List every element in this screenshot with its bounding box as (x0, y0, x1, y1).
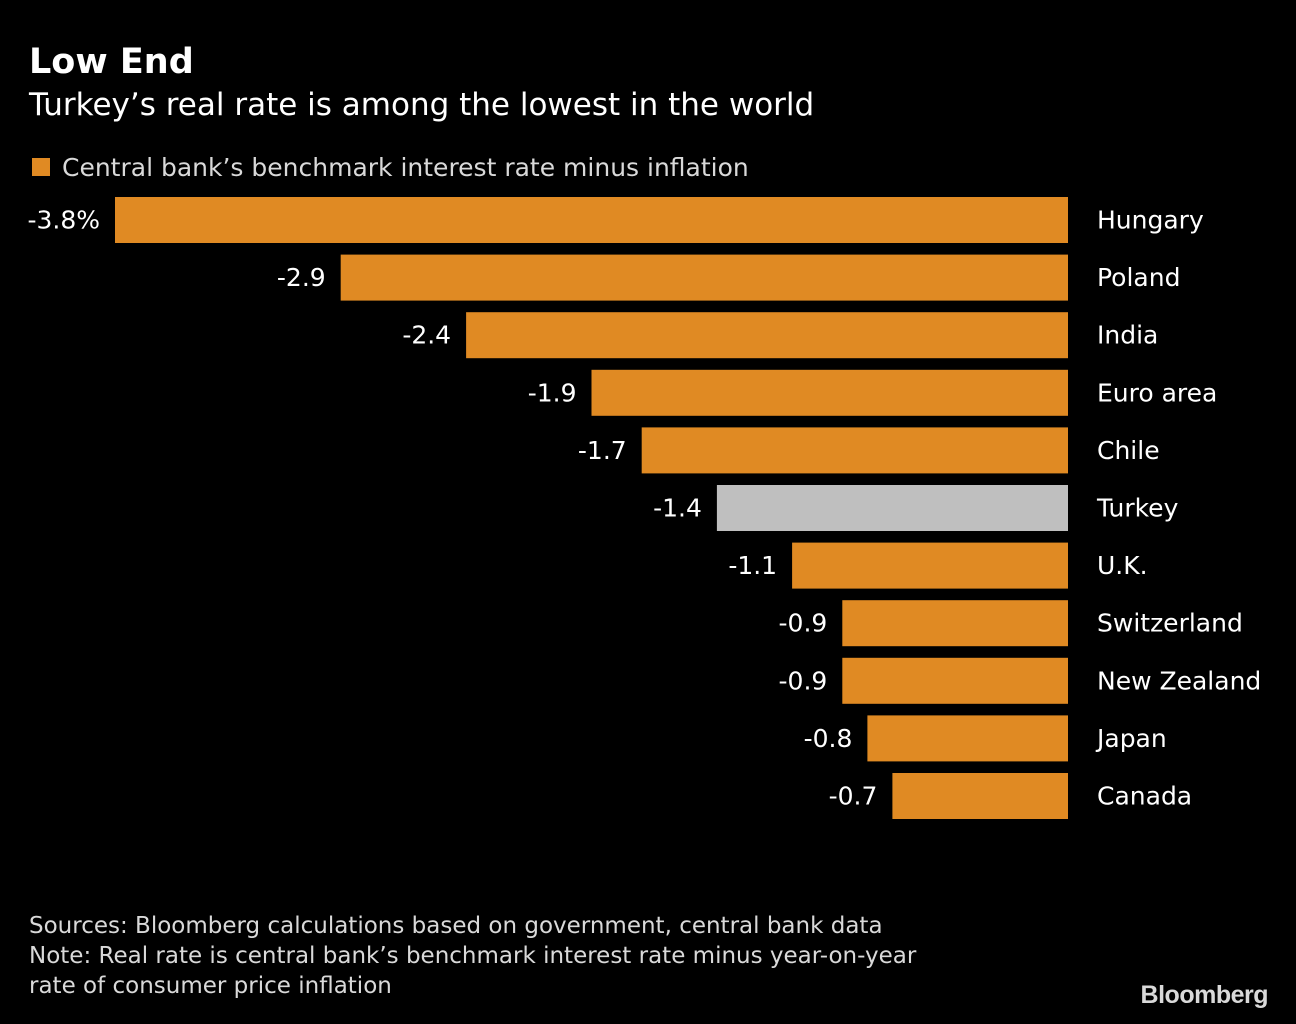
bloomberg-logo: Bloomberg (1140, 981, 1269, 1009)
legend: Central bank’s benchmark interest rate m… (32, 150, 749, 184)
category-label: Poland (1097, 263, 1180, 292)
bar-euro-area (591, 369, 1068, 416)
category-label: Japan (1095, 724, 1167, 753)
category-label: U.K. (1097, 551, 1148, 580)
value-label: -2.4 (402, 321, 451, 350)
category-label: Chile (1097, 436, 1160, 465)
bar-chile (641, 427, 1068, 474)
category-label: Switzerland (1097, 609, 1243, 638)
bar-u-k (792, 542, 1068, 589)
category-label: Euro area (1097, 378, 1217, 407)
value-label: -1.4 (653, 494, 702, 523)
bar-turkey (716, 485, 1068, 531)
bar-canada (892, 773, 1068, 819)
bar-new-zealand (842, 657, 1068, 704)
bar-switzerland (842, 600, 1068, 647)
value-label: -0.9 (779, 666, 828, 695)
legend-swatch (32, 158, 50, 176)
footer: Sources: Bloomberg calculations based on… (29, 911, 916, 1001)
definition-note: Note: Real rate is central bank’s benchm… (29, 943, 917, 969)
value-label: -1.1 (728, 551, 777, 580)
category-label: New Zealand (1097, 666, 1261, 695)
value-label: -0.9 (779, 609, 828, 638)
legend-label: Central bank’s benchmark interest rate m… (62, 152, 749, 182)
bar-hungary (115, 197, 1068, 243)
value-label: -2.9 (277, 263, 326, 292)
category-label: Canada (1097, 782, 1192, 811)
sources-note: Sources: Bloomberg calculations based on… (29, 913, 883, 939)
value-label: -1.7 (578, 436, 627, 465)
chart-subtitle: Turkey’s real rate is among the lowest i… (29, 87, 815, 123)
chart-title: Low End (29, 42, 194, 82)
value-label: -0.8 (804, 724, 853, 753)
value-label: -0.7 (829, 782, 878, 811)
value-label: -3.8% (27, 206, 100, 235)
definition-note-continued: rate of consumer price inflation (29, 973, 392, 999)
bar-japan (867, 715, 1068, 762)
bar-india (466, 312, 1069, 359)
value-label: -1.9 (528, 378, 577, 407)
bar-poland (340, 254, 1068, 301)
category-label: Hungary (1097, 206, 1204, 235)
category-label: India (1097, 321, 1158, 350)
category-label: Turkey (1096, 494, 1179, 523)
